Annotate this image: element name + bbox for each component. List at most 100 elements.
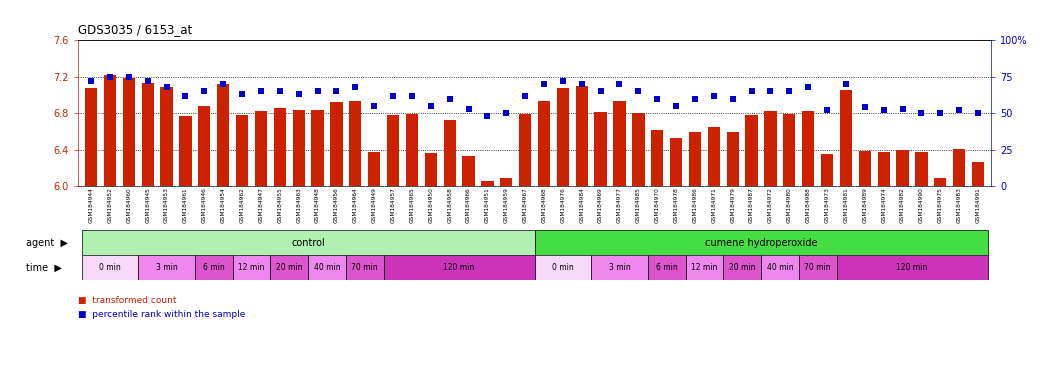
Text: GSM184960: GSM184960	[127, 187, 131, 223]
Point	[234, 91, 250, 98]
Bar	[576, 86, 588, 186]
Bar	[632, 113, 645, 186]
Point	[83, 78, 100, 84]
Point	[365, 103, 382, 109]
Bar	[141, 83, 154, 186]
Bar	[236, 115, 248, 186]
Bar	[85, 88, 98, 186]
Bar	[595, 113, 607, 186]
Bar	[519, 114, 531, 186]
Bar	[82, 255, 138, 280]
Bar	[535, 255, 592, 280]
Point	[781, 88, 797, 94]
Bar	[387, 115, 400, 186]
Point	[517, 93, 534, 99]
Point	[932, 110, 949, 116]
Point	[743, 88, 760, 94]
Point	[554, 78, 571, 84]
Point	[291, 91, 307, 98]
Point	[328, 88, 345, 94]
Bar	[217, 84, 229, 186]
Text: GSM184985: GSM184985	[636, 187, 640, 223]
Point	[347, 84, 363, 90]
Text: GSM184991: GSM184991	[976, 187, 981, 223]
Bar	[349, 101, 361, 186]
Bar	[840, 89, 852, 186]
Point	[102, 74, 118, 80]
Text: 6 min: 6 min	[202, 263, 224, 272]
Point	[706, 93, 722, 99]
Point	[649, 96, 665, 102]
Point	[913, 110, 930, 116]
Text: control: control	[292, 238, 325, 248]
Text: GSM184973: GSM184973	[824, 187, 829, 223]
Bar	[613, 101, 626, 186]
Text: agent  ▶: agent ▶	[26, 238, 67, 248]
Text: GDS3035 / 6153_at: GDS3035 / 6153_at	[78, 23, 192, 36]
Point	[158, 84, 174, 90]
Text: GSM184961: GSM184961	[183, 187, 188, 223]
Text: GSM184990: GSM184990	[919, 187, 924, 223]
Text: GSM184989: GSM184989	[863, 187, 868, 223]
Point	[725, 96, 741, 102]
Point	[139, 78, 156, 84]
Bar	[802, 111, 815, 186]
Text: 20 min: 20 min	[729, 263, 756, 272]
Text: GSM184944: GSM184944	[88, 187, 93, 223]
Bar	[293, 110, 305, 186]
Text: GSM184986: GSM184986	[692, 187, 698, 223]
Point	[573, 81, 590, 87]
Text: GSM184953: GSM184953	[164, 187, 169, 223]
Text: GSM184947: GSM184947	[258, 187, 264, 223]
Text: GSM184988: GSM184988	[805, 187, 811, 223]
Point	[196, 88, 213, 94]
Point	[687, 96, 704, 102]
Bar	[443, 120, 456, 186]
Bar	[972, 162, 984, 186]
Text: 3 min: 3 min	[156, 263, 177, 272]
Bar	[821, 154, 834, 186]
Point	[177, 93, 194, 99]
Bar	[761, 255, 799, 280]
Bar	[195, 255, 233, 280]
Text: ■  transformed count: ■ transformed count	[78, 296, 176, 305]
Bar	[897, 150, 908, 186]
Text: GSM184969: GSM184969	[598, 187, 603, 223]
Point	[800, 84, 817, 90]
Text: time  ▶: time ▶	[26, 263, 62, 273]
Text: GSM184946: GSM184946	[201, 187, 207, 223]
Text: GSM184975: GSM184975	[938, 187, 943, 223]
Text: GSM184959: GSM184959	[503, 187, 509, 223]
Text: 40 min: 40 min	[767, 263, 793, 272]
Bar	[556, 88, 569, 186]
Bar	[308, 255, 346, 280]
Bar	[122, 78, 135, 186]
Point	[385, 93, 402, 99]
Bar	[368, 152, 380, 186]
Bar	[858, 151, 871, 186]
Bar	[311, 110, 324, 186]
Text: GSM184952: GSM184952	[108, 187, 112, 223]
Bar	[592, 255, 648, 280]
Point	[404, 93, 420, 99]
Text: GSM184974: GSM184974	[881, 187, 886, 223]
Point	[969, 110, 986, 116]
Bar	[764, 111, 776, 186]
Point	[480, 113, 496, 119]
Text: GSM184978: GSM184978	[674, 187, 679, 223]
Point	[819, 107, 836, 113]
Bar	[670, 138, 682, 186]
Bar	[837, 255, 987, 280]
Bar	[138, 255, 195, 280]
Point	[252, 88, 269, 94]
Text: GSM184970: GSM184970	[655, 187, 660, 223]
Text: GSM184967: GSM184967	[523, 187, 527, 223]
Text: GSM184981: GSM184981	[844, 187, 848, 223]
Text: GSM184963: GSM184963	[296, 187, 301, 223]
Bar	[708, 127, 720, 186]
Text: GSM184958: GSM184958	[447, 187, 453, 223]
Bar	[233, 255, 270, 280]
Text: GSM184980: GSM184980	[787, 187, 792, 223]
Text: GSM184984: GSM184984	[579, 187, 584, 223]
Point	[120, 74, 137, 80]
